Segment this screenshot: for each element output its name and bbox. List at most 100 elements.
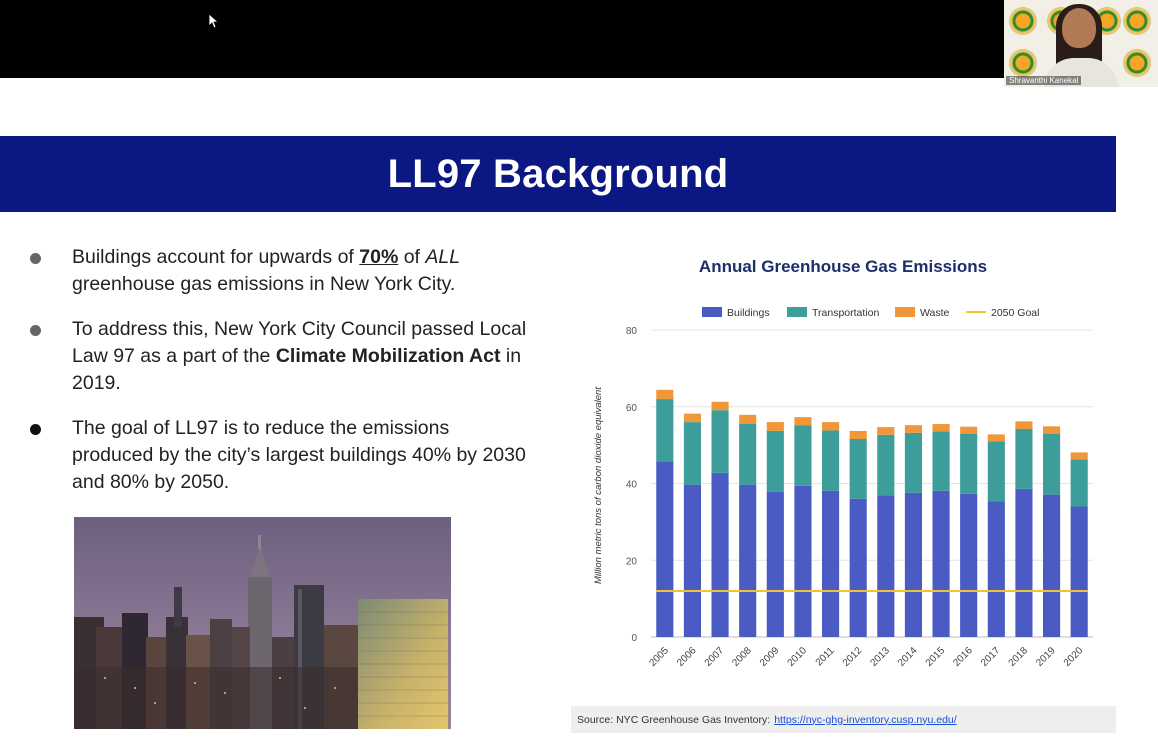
chart-title: Annual Greenhouse Gas Emissions [699,257,987,276]
bar-transportation [987,441,1005,502]
y-tick-label: 80 [626,326,638,337]
legend-swatch [787,307,807,317]
bullet-list: Buildings account for upwards of 70% of … [28,244,528,514]
bar-waste [683,413,702,423]
bar-waste [877,427,895,435]
slide-title: LL97 Background [387,151,729,196]
legend-swatch [895,307,915,317]
legend-label: Buildings [727,307,770,319]
bullet-item: Buildings account for upwards of 70% of … [28,244,528,298]
y-tick-label: 40 [626,480,638,491]
x-tick-label: 2010 [786,645,810,669]
bullet-dot-icon [30,424,41,435]
bar-waste [656,389,674,400]
bar-waste [849,430,867,439]
bar-transportation [821,430,840,491]
bar-buildings [656,461,674,637]
x-tick-label: 2007 [703,645,727,669]
legend-label: Transportation [812,307,879,319]
x-tick-label: 2006 [675,645,699,669]
bar-transportation [656,399,674,462]
emissions-chart: Annual Greenhouse Gas Emissions 0 20 40 60 80… [571,240,1116,733]
background-logo-icon [1124,8,1150,34]
meeting-top-bar [0,0,1158,78]
source-link[interactable]: https://nyc-ghg-inventory.cusp.nyu.edu/ [774,713,957,726]
y-tick-label: 20 [626,556,638,567]
bar-buildings [766,491,784,637]
bar-waste [1042,426,1061,434]
bar-waste [766,422,784,431]
bar-waste [1070,452,1088,460]
y-tick-label: 0 [631,633,637,644]
bar-buildings [904,492,923,637]
bar-waste [960,426,978,434]
bullet-dot-icon [30,325,41,336]
bar-transportation [683,422,702,485]
x-tick-label: 2020 [1062,645,1086,669]
x-tick-label: 2012 [841,645,865,669]
emphasis-climate-mobilization-act: Climate Mobilization Act [275,345,501,367]
bar-waste [821,422,840,431]
x-tick-label: 2013 [868,645,892,669]
x-tick-label: 2016 [951,645,975,669]
bar-transportation [1015,429,1033,489]
y-axis-label: Million metric tons of carbon dioxide eq… [593,387,604,584]
participant-body [1044,58,1118,87]
bar-buildings [960,493,978,637]
x-tick-label: 2019 [1034,645,1058,669]
x-tick-label: 2005 [647,645,671,669]
legend-swatch [702,307,722,317]
bar-buildings [821,490,840,637]
x-tick-label: 2014 [896,645,920,669]
participant-video-tile[interactable]: Shravanthi Kanekal [1004,0,1158,87]
slide-title-banner: LL97 Background [0,136,1116,212]
bar-transportation [1070,459,1088,507]
bar-transportation [960,433,978,494]
bar-transportation [932,431,950,491]
bar-waste [987,434,1005,442]
bar-buildings [877,495,895,637]
bar-buildings [1015,488,1033,637]
x-tick-label: 2008 [730,645,754,669]
bar-waste [739,414,757,424]
emphasis-70-percent: 70% [359,246,399,268]
x-tick-label: 2009 [758,645,782,669]
nyc-skyline-photo [74,517,451,729]
background-logo-icon [1010,50,1036,76]
bar-transportation [877,434,895,496]
bar-buildings [794,485,812,637]
emphasis-all: ALL [425,246,461,268]
legend-label: 2050 Goal [991,307,1039,319]
bar-buildings [932,490,950,637]
mouse-cursor-icon [208,13,218,29]
background-logo-icon [1124,50,1150,76]
bar-transportation [849,438,867,499]
background-logo-icon [1010,8,1036,34]
x-tick-label: 2011 [814,645,837,668]
emissions-chart-svg: Annual Greenhouse Gas Emissions 0 20 40 60 80… [593,257,1093,669]
bar-waste [794,417,812,426]
bar-waste [1015,421,1033,430]
bar-buildings [1042,494,1061,637]
chart-source-bar: Source: NYC Greenhouse Gas Inventory: ht… [571,706,1116,733]
bar-transportation [1042,433,1061,495]
bar-buildings [987,501,1005,637]
bar-waste [904,425,923,433]
bar-transportation [766,430,784,492]
legend-label: Waste [920,307,950,319]
bar-buildings [683,484,702,637]
bullet-item: To address this, New York City Council p… [28,316,528,397]
bar-waste [932,424,950,432]
y-tick-label: 60 [626,403,638,414]
bar-buildings [739,484,757,637]
bullet-item: The goal of LL97 is to reduce the emissi… [28,415,528,496]
bar-waste [711,401,729,411]
bar-transportation [904,432,923,493]
x-tick-label: 2018 [1007,645,1031,669]
participant-face [1062,8,1096,48]
x-tick-label: 2017 [979,645,1003,669]
bar-transportation [794,425,812,486]
bar-transportation [711,410,729,473]
bar-buildings [849,498,867,637]
x-tick-label: 2015 [924,645,948,669]
